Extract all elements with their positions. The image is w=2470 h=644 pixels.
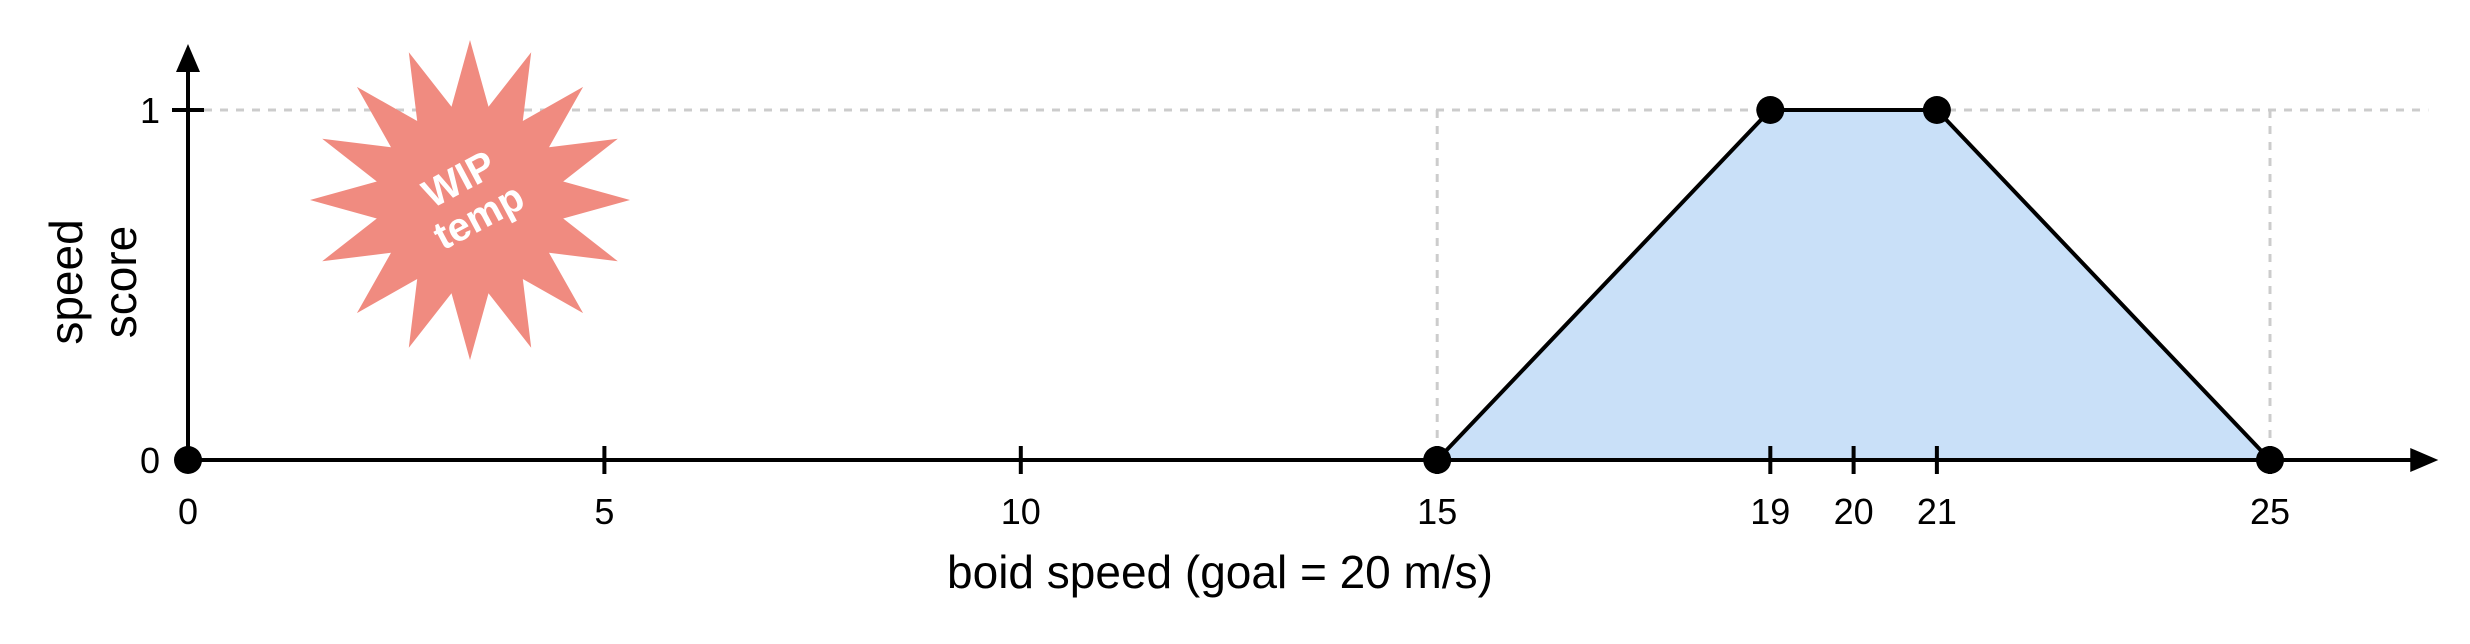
x-tick-label-5: 5 (594, 491, 614, 532)
x-tick-label-20: 20 (1834, 491, 1874, 532)
data-point-0-0 (174, 446, 202, 474)
x-tick-label-15: 15 (1417, 491, 1457, 532)
data-point-15-0 (1423, 446, 1452, 474)
data-point-25-0 (2256, 446, 2284, 474)
x-tick-label-10: 10 (1001, 491, 1041, 532)
x-axis-arrow (2410, 448, 2439, 472)
x-tick-label-0: 0 (178, 491, 198, 532)
y-tick-label-1: 1 (140, 90, 160, 131)
x-tick-label-19: 19 (1750, 491, 1790, 532)
x-tick-label-25: 25 (2250, 491, 2290, 532)
score-area-fill (1437, 110, 2270, 460)
starburst-shape (310, 40, 630, 360)
axes (176, 44, 2439, 472)
y-axis-arrow (176, 44, 200, 72)
y-axis-title-line-1: speed (40, 219, 92, 344)
plot-area (1435, 108, 2272, 462)
x-tick-label-21: 21 (1917, 491, 1957, 532)
data-point-21-1 (1922, 96, 1951, 124)
wip-badge: WIP temp (310, 40, 630, 360)
x-axis-title: boid speed (goal = 20 m/s) (947, 546, 1493, 598)
data-point-19-1 (1756, 96, 1785, 124)
data-points (174, 96, 2284, 474)
tick-marks: 0 5 10 15 19 20 21 25 0 1 (140, 90, 2290, 532)
y-tick-label-0: 0 (140, 440, 160, 481)
y-axis-title-line-2: score (94, 226, 146, 338)
score-line (1435, 108, 2272, 462)
